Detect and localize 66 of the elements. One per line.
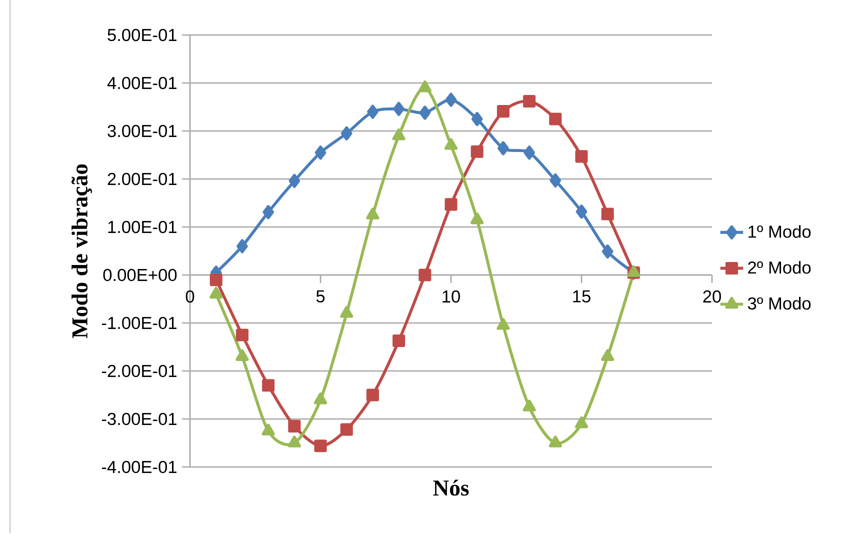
- point: [601, 208, 614, 220]
- point: [445, 92, 457, 107]
- point: [548, 436, 562, 448]
- y-axis-title: Modo de vibração: [72, 164, 92, 338]
- point: [496, 105, 510, 118]
- point: [574, 416, 588, 428]
- x-tick-label: 15: [573, 290, 590, 302]
- point: [340, 306, 354, 318]
- point: [496, 318, 510, 330]
- y-tick-label: -4.00E-01: [102, 460, 176, 474]
- y-tick-label: -2.00E-01: [102, 364, 176, 378]
- y-tick-label: 3.00E-01: [108, 124, 176, 138]
- point: [367, 104, 378, 119]
- legend-label: 1º Modo: [748, 225, 811, 238]
- y-tick-label: -1.00E-01: [102, 316, 176, 330]
- point: [314, 146, 326, 160]
- point: [392, 128, 406, 140]
- y-tick-label: 2.00E-01: [108, 172, 176, 186]
- point: [262, 424, 275, 436]
- point: [550, 173, 562, 188]
- point: [288, 174, 300, 188]
- x-tick-label: 10: [442, 290, 460, 303]
- point: [288, 420, 301, 432]
- point: [340, 423, 353, 436]
- point: [576, 204, 588, 219]
- point: [522, 400, 536, 412]
- point: [210, 286, 223, 299]
- point: [366, 388, 379, 402]
- point: [210, 274, 222, 286]
- y-tick-label: -3.00E-01: [102, 412, 176, 426]
- x-tick-label: 0: [186, 290, 194, 303]
- point: [340, 126, 352, 140]
- point: [601, 349, 614, 361]
- x-tick-label: 5: [316, 290, 325, 302]
- point: [549, 112, 562, 126]
- y-tick-label: 1.00E-01: [108, 220, 176, 234]
- point: [444, 138, 458, 150]
- point: [262, 379, 275, 392]
- point: [523, 94, 536, 108]
- point: [236, 328, 248, 342]
- point: [366, 208, 380, 220]
- point: [470, 145, 484, 158]
- point: [418, 268, 432, 282]
- y-tick-label: 0.00E+00: [103, 268, 177, 282]
- point: [471, 112, 483, 126]
- point: [392, 334, 406, 348]
- x-tick-label: 20: [703, 290, 721, 303]
- point: [393, 102, 404, 116]
- y-tick-label: 4.00E-01: [107, 76, 176, 90]
- point: [575, 150, 588, 163]
- point: [444, 198, 458, 211]
- legend-label: 2º Modo: [748, 260, 811, 274]
- point: [498, 141, 509, 156]
- point: [262, 205, 274, 220]
- point: [602, 244, 614, 259]
- point: [314, 392, 328, 404]
- point: [470, 212, 484, 224]
- point: [236, 349, 249, 361]
- y-tick-label: 5.00E-01: [108, 28, 176, 42]
- point: [314, 440, 327, 452]
- legend-label: 3º Modo: [748, 296, 811, 310]
- point: [236, 239, 248, 254]
- point: [419, 106, 431, 120]
- point: [524, 146, 535, 160]
- x-axis-title: Nós: [433, 480, 469, 496]
- point: [288, 436, 301, 448]
